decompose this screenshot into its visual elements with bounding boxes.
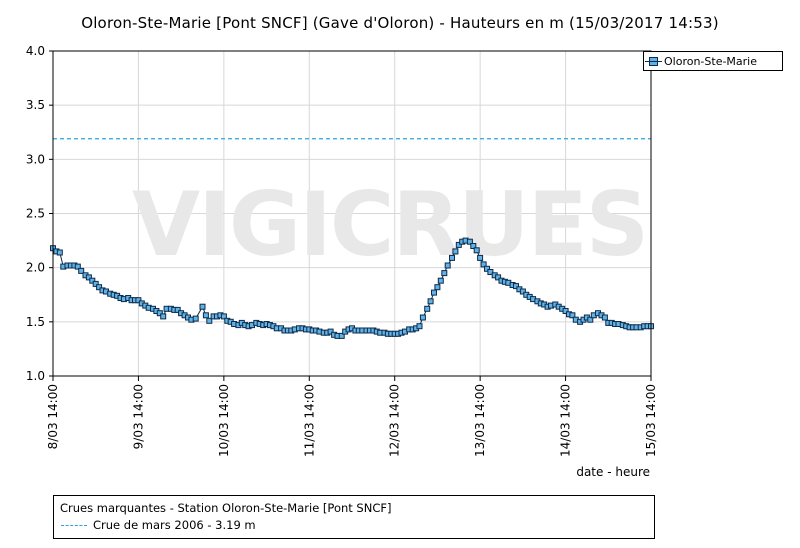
data-point <box>327 328 334 335</box>
data-point <box>431 289 437 296</box>
dashed-line-icon <box>61 524 87 526</box>
data-point <box>424 305 431 312</box>
data-point <box>441 270 448 277</box>
data-point <box>601 314 608 321</box>
data-point <box>156 310 163 317</box>
data-point <box>96 284 103 291</box>
x-tick-label: 8/03 14:00 <box>46 384 60 449</box>
data-point <box>160 313 167 320</box>
series-layer <box>50 237 654 339</box>
data-point <box>419 314 426 321</box>
y-tick-label: 1.0 <box>26 369 45 383</box>
data-point <box>416 323 423 330</box>
reference-entry: Crue de mars 2006 - 3.19 m <box>60 518 654 532</box>
data-point <box>587 316 594 323</box>
y-axis-ticks: 1.0 1.5 2.0 2.5 3.0 3.5 4.0 <box>26 44 53 383</box>
data-point <box>135 297 142 304</box>
data-point <box>56 249 63 256</box>
y-tick-label: 1.5 <box>26 315 45 329</box>
data-point <box>449 254 455 261</box>
data-point <box>220 313 227 320</box>
y-tick-label: 3.0 <box>26 152 45 166</box>
data-point <box>434 284 441 291</box>
vigicrues-watermark: VIGICRUES <box>132 173 647 276</box>
x-tick-label: 13/03 14:00 <box>473 384 487 457</box>
data-point <box>487 269 494 275</box>
y-tick-label: 2.0 <box>26 261 45 275</box>
data-point <box>89 277 96 284</box>
data-point <box>338 332 345 339</box>
x-tick-label: 14/03 14:00 <box>559 384 573 457</box>
data-point <box>199 303 206 310</box>
grid <box>52 50 652 377</box>
x-tick-label: 10/03 14:00 <box>217 384 231 457</box>
data-point <box>192 315 199 322</box>
legend: Oloron-Ste-Marie <box>643 51 783 71</box>
data-point <box>444 262 451 269</box>
reference-box-title: Crues marquantes - Station Oloron-Ste-Ma… <box>60 501 392 515</box>
data-point <box>206 317 213 324</box>
x-axis-ticks: 8/03 14:00 9/03 14:00 10/03 14:00 11/03 14:… <box>46 376 658 457</box>
data-point <box>85 274 92 281</box>
data-point <box>513 283 519 290</box>
reference-entry-label: Crue de mars 2006 - 3.19 m <box>93 518 256 532</box>
data-point <box>78 267 85 274</box>
data-point <box>437 277 444 284</box>
data-point <box>174 306 181 313</box>
data-point <box>473 247 480 254</box>
data-point <box>495 274 502 281</box>
data-point <box>519 288 526 295</box>
y-tick-label: 2.5 <box>26 207 45 221</box>
data-point <box>477 254 484 261</box>
x-tick-label: 12/03 14:00 <box>388 384 402 457</box>
x-tick-label: 15/03 14:00 <box>644 384 658 457</box>
data-point <box>92 280 99 287</box>
data-point <box>202 312 209 319</box>
legend-marker-icon <box>645 56 662 66</box>
data-point <box>74 263 81 270</box>
y-tick-label: 4.0 <box>26 44 45 58</box>
y-tick-label: 3.5 <box>26 98 45 112</box>
data-point <box>452 248 459 255</box>
data-point <box>484 265 490 272</box>
data-point <box>466 238 473 245</box>
data-point <box>480 261 487 268</box>
x-tick-label: 11/03 14:00 <box>302 384 316 457</box>
x-tick-label: 9/03 14:00 <box>131 384 145 449</box>
legend-series-label: Oloron-Ste-Marie <box>664 54 758 68</box>
data-point <box>562 308 569 314</box>
data-point <box>470 243 477 249</box>
data-point <box>455 241 462 248</box>
reference-floods-box: Crues marquantes - Station Oloron-Ste-Ma… <box>53 495 655 539</box>
data-point <box>569 312 576 319</box>
chart-title: Oloron-Ste-Marie [Pont SNCF] (Gave d'Olo… <box>81 14 719 32</box>
x-axis-title: date - heure <box>576 465 650 479</box>
data-point <box>427 298 434 305</box>
